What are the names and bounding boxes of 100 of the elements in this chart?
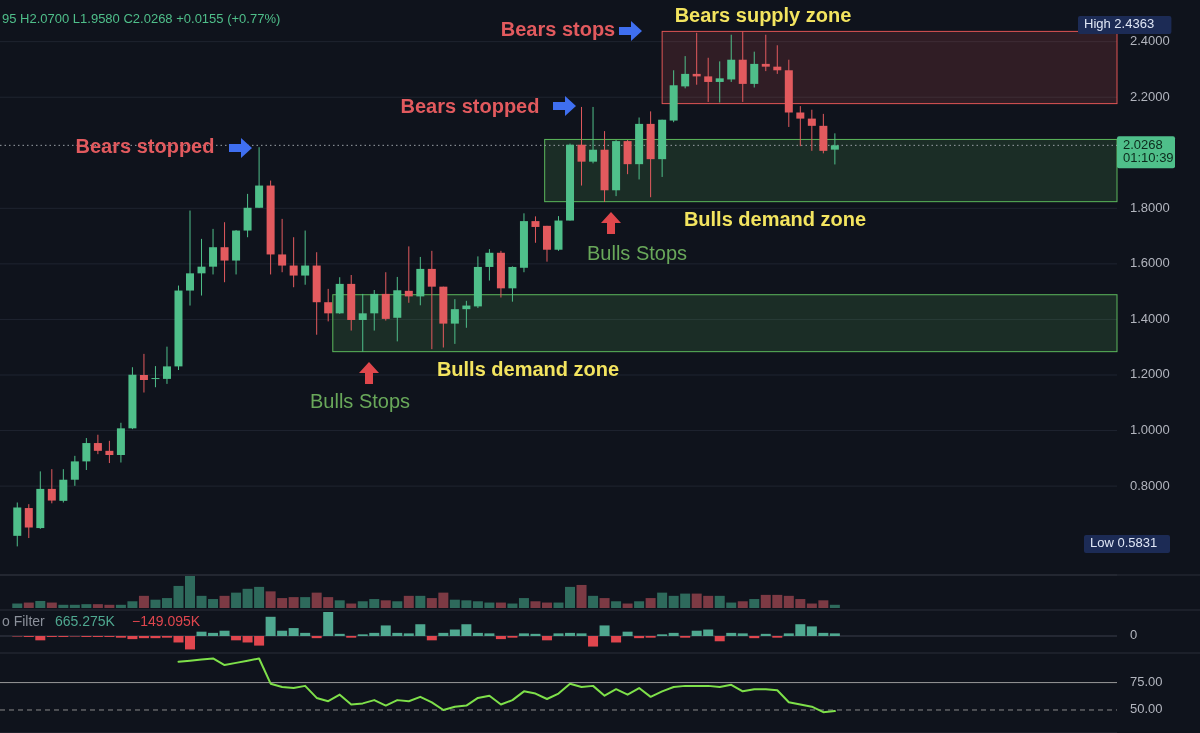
candlestick — [255, 146, 264, 209]
annotation: Bears stopped — [400, 95, 540, 118]
y-tick-label: 1.8000 — [1130, 199, 1170, 215]
bar — [150, 599, 161, 608]
candlestick — [197, 238, 206, 297]
bar — [35, 600, 46, 608]
candlestick — [70, 455, 79, 487]
candlestick — [830, 132, 839, 165]
bar — [599, 625, 610, 636]
candlestick — [485, 248, 494, 282]
bar — [657, 592, 668, 608]
bar — [23, 602, 34, 608]
y-tick-label: 0.8000 — [1130, 477, 1170, 493]
candlestick — [324, 288, 333, 322]
band-label: Bulls demand zone — [683, 207, 867, 230]
candlestick — [243, 193, 252, 238]
bar — [611, 636, 622, 643]
candlestick — [427, 250, 436, 350]
bar — [760, 633, 771, 636]
annotation: o Filter — [2, 612, 46, 629]
bar — [749, 599, 760, 608]
candlestick — [289, 236, 298, 288]
annotation: Bears stopped — [75, 135, 215, 158]
bar — [311, 636, 322, 639]
candlestick — [404, 245, 413, 304]
bar — [426, 636, 437, 641]
candlestick — [358, 293, 367, 353]
y-tick-label: 2.2000 — [1130, 88, 1170, 104]
candlestick — [681, 55, 690, 89]
bar — [288, 597, 299, 608]
candlestick — [727, 34, 736, 83]
annotation: 95 H2.0700 L1.9580 C2.0268 +0.0155 (+0.77%) — [2, 11, 281, 27]
bar — [380, 600, 391, 608]
bar — [668, 632, 679, 636]
candlestick — [278, 218, 287, 273]
annotation: High 2.4363 — [1084, 16, 1155, 32]
candlestick — [220, 221, 229, 283]
y-tick-label: 75.00 — [1130, 674, 1163, 690]
bar — [495, 602, 506, 608]
text: 01:10:39 — [1123, 150, 1174, 166]
bar — [645, 598, 656, 608]
ref-line-label: 2.0268 — [1123, 136, 1163, 152]
line-series — [177, 657, 836, 714]
candlestick — [151, 365, 160, 388]
candlestick — [577, 106, 586, 187]
bar — [231, 592, 242, 608]
candlestick — [750, 51, 759, 88]
bar — [518, 598, 529, 608]
bar — [541, 602, 552, 608]
candlestick — [82, 437, 91, 471]
candlestick — [715, 60, 724, 103]
bar — [438, 632, 449, 636]
bar — [185, 576, 196, 608]
candlestick — [508, 265, 517, 303]
candlestick — [162, 346, 171, 385]
bar — [231, 636, 242, 641]
bar — [219, 595, 230, 608]
bar — [58, 604, 69, 608]
bar — [185, 636, 196, 650]
bar — [634, 636, 645, 639]
bar — [726, 632, 737, 636]
bar — [530, 601, 541, 608]
bar — [138, 595, 149, 608]
bar — [588, 595, 599, 608]
y-tick-label: 1.6000 — [1130, 255, 1170, 271]
candlestick — [139, 353, 148, 393]
bar — [737, 601, 748, 608]
y-tick-label: 1.0000 — [1130, 421, 1170, 437]
y-tick-label: 1.4000 — [1130, 310, 1170, 326]
candlestick — [59, 468, 68, 503]
bar — [300, 597, 311, 608]
annotation: 665.275K — [55, 612, 116, 629]
bar — [403, 595, 414, 608]
candlestick — [704, 57, 713, 103]
ref-line-label: 0 — [1130, 627, 1138, 643]
candlestick — [531, 215, 540, 244]
bar — [611, 601, 622, 608]
candlestick — [542, 225, 551, 263]
candlestick — [301, 230, 310, 286]
bar — [829, 633, 840, 636]
candlestick — [623, 139, 632, 175]
bar — [599, 598, 610, 608]
annotation: Bears stops — [500, 18, 616, 41]
bar — [622, 631, 633, 636]
candlestick — [450, 298, 459, 345]
bar — [392, 601, 403, 608]
candlestick — [24, 503, 33, 539]
candlestick — [93, 434, 102, 455]
annotation: −149.095K — [132, 612, 201, 629]
bar — [588, 636, 599, 647]
bar — [829, 604, 840, 608]
candlestick — [105, 440, 114, 464]
candlestick — [370, 289, 379, 332]
bar — [415, 595, 426, 608]
bar — [634, 601, 645, 608]
band-label: Bulls demand zone — [436, 357, 620, 380]
y-tick-label: 50.00 — [1130, 701, 1163, 717]
bar — [576, 633, 587, 636]
candlestick — [209, 228, 218, 275]
y-tick-label: 1.2000 — [1130, 366, 1170, 382]
